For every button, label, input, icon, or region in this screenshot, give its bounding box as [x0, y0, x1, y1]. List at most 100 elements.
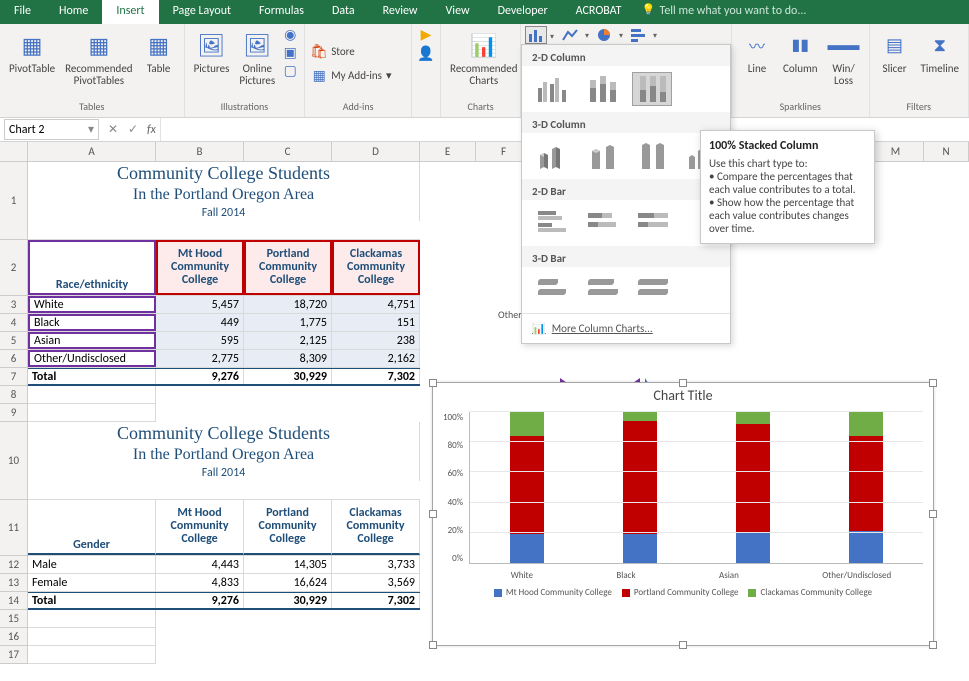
table-cell[interactable]: Total	[28, 369, 156, 384]
table-cell[interactable]: 2,125	[244, 332, 332, 349]
pictures-button[interactable]: 🖼Pictures	[191, 26, 233, 78]
table-cell[interactable]: Asian	[28, 332, 156, 349]
resize-handle[interactable]	[929, 510, 937, 518]
table-cell[interactable]: 4,751	[332, 296, 420, 313]
clustered-bar-thumb[interactable]	[532, 206, 572, 240]
table-cell[interactable]: 8,309	[244, 350, 332, 367]
row-header[interactable]: 5	[0, 332, 28, 350]
cancel-icon[interactable]: ✕	[103, 122, 123, 137]
col-header[interactable]: E	[420, 142, 476, 161]
row-header[interactable]: 13	[0, 574, 28, 592]
table-cell[interactable]: 238	[332, 332, 420, 349]
online-pictures-button[interactable]: 🖼Online Pictures	[236, 26, 278, 90]
empty-cell[interactable]	[28, 628, 156, 645]
table-cell[interactable]: 30,929	[244, 369, 332, 384]
tab-file[interactable]: File	[0, 0, 45, 24]
tab-pagelayout[interactable]: Page Layout	[159, 0, 245, 24]
sparkline-column-button[interactable]: ▮▮Column	[780, 26, 821, 78]
table-cell[interactable]: Other/Undisclosed	[28, 350, 156, 367]
embedded-chart[interactable]: Chart Title 100% 80% 60% 40% 20% 0% Whit…	[432, 382, 934, 646]
more-column-charts-button[interactable]: 📊More Column Charts...	[522, 313, 730, 343]
chart-bar[interactable]	[623, 412, 657, 563]
empty-cell[interactable]	[28, 610, 156, 627]
col-header[interactable]: N	[924, 142, 969, 161]
row-header[interactable]: 14	[0, 592, 28, 610]
table-cell[interactable]: 3,569	[332, 574, 420, 591]
table-cell[interactable]: 1,775	[244, 314, 332, 331]
select-all-corner[interactable]	[0, 142, 28, 161]
resize-handle[interactable]	[679, 641, 687, 649]
table-cell[interactable]: White	[28, 296, 156, 313]
tell-me-search[interactable]: Tell me what you want to do...	[636, 0, 821, 24]
sparkline-line-button[interactable]: 〰Line	[738, 26, 776, 78]
table-cell[interactable]: 2,162	[332, 350, 420, 367]
table-cell[interactable]: 18,720	[244, 296, 332, 313]
table-button[interactable]: ▦Table	[140, 26, 178, 78]
table-cell[interactable]: 151	[332, 314, 420, 331]
col-header[interactable]: A	[28, 142, 156, 161]
name-box[interactable]: Chart 2▾	[4, 119, 99, 140]
row-header[interactable]: 6	[0, 350, 28, 368]
tab-formulas[interactable]: Formulas	[245, 0, 318, 24]
recommended-pivottables-button[interactable]: ▦Recommended PivotTables	[62, 26, 135, 90]
fx-icon[interactable]: fx	[147, 123, 156, 137]
table-cell[interactable]: 449	[156, 314, 244, 331]
resize-handle[interactable]	[429, 510, 437, 518]
resize-handle[interactable]	[929, 379, 937, 387]
chart-bar[interactable]	[849, 412, 883, 563]
enter-icon[interactable]: ✓	[123, 122, 143, 137]
table-cell[interactable]: Female	[28, 574, 156, 591]
resize-handle[interactable]	[679, 379, 687, 387]
resize-handle[interactable]	[429, 379, 437, 387]
100pct-stacked-column-thumb[interactable]	[632, 72, 672, 106]
table-cell[interactable]: 7,302	[332, 369, 420, 384]
row-header[interactable]: 10	[0, 422, 28, 500]
tab-developer[interactable]: Developer	[484, 0, 562, 24]
row-header[interactable]: 9	[0, 404, 28, 422]
tab-home[interactable]: Home	[45, 0, 102, 24]
shapes-icon[interactable]: ◉	[282, 26, 298, 42]
chart-plot-area[interactable]	[469, 412, 923, 564]
3d-stacked-column-thumb[interactable]	[582, 139, 622, 173]
pivottable-button[interactable]: ▦PivotTable	[6, 26, 58, 78]
3d-100pct-stacked-column-thumb[interactable]	[632, 139, 672, 173]
row-header[interactable]: 4	[0, 314, 28, 332]
row-header[interactable]: 17	[0, 646, 28, 664]
resize-handle[interactable]	[929, 641, 937, 649]
bing-maps-icon[interactable]: ▶	[418, 26, 434, 42]
sparkline-winloss-button[interactable]: ▬▬Win/ Loss	[825, 26, 863, 90]
my-addins-button[interactable]: ▦My Add-ins ▾	[311, 65, 391, 85]
timeline-button[interactable]: ⧗Timeline	[918, 26, 962, 78]
table-cell[interactable]: 595	[156, 332, 244, 349]
col-header[interactable]: D	[332, 142, 420, 161]
empty-cell[interactable]	[28, 646, 156, 663]
3d-clustered-column-thumb[interactable]	[532, 139, 572, 173]
table-cell[interactable]: 3,733	[332, 556, 420, 573]
screenshot-icon[interactable]: ▢	[282, 62, 298, 78]
tab-acrobat[interactable]: ACROBAT	[562, 0, 636, 24]
3d-clustered-bar-thumb[interactable]	[532, 273, 572, 307]
table-cell[interactable]: 16,624	[244, 574, 332, 591]
row-header[interactable]: 15	[0, 610, 28, 628]
tab-review[interactable]: Review	[369, 0, 432, 24]
row-header[interactable]: 8	[0, 386, 28, 404]
col-header[interactable]: B	[156, 142, 244, 161]
table-cell[interactable]: 14,305	[244, 556, 332, 573]
table-cell[interactable]: Male	[28, 556, 156, 573]
stacked-bar-thumb[interactable]	[582, 206, 622, 240]
line-chart-menu[interactable]	[559, 26, 581, 44]
table-cell[interactable]: 4,443	[156, 556, 244, 573]
chart-bar[interactable]	[510, 412, 544, 563]
100pct-stacked-bar-thumb[interactable]	[632, 206, 672, 240]
empty-cell[interactable]	[28, 404, 156, 421]
tab-insert[interactable]: Insert	[102, 0, 158, 24]
chart-bar[interactable]	[736, 412, 770, 563]
table-cell[interactable]: Total	[28, 593, 156, 608]
table-cell[interactable]: 9,276	[156, 593, 244, 608]
3d-stacked-bar-thumb[interactable]	[582, 273, 622, 307]
smartart-icon[interactable]: ▣	[282, 44, 298, 60]
table-cell[interactable]: 4,833	[156, 574, 244, 591]
3d-100pct-stacked-bar-thumb[interactable]	[632, 273, 672, 307]
clustered-column-thumb[interactable]	[532, 72, 572, 106]
empty-cell[interactable]	[28, 386, 156, 403]
